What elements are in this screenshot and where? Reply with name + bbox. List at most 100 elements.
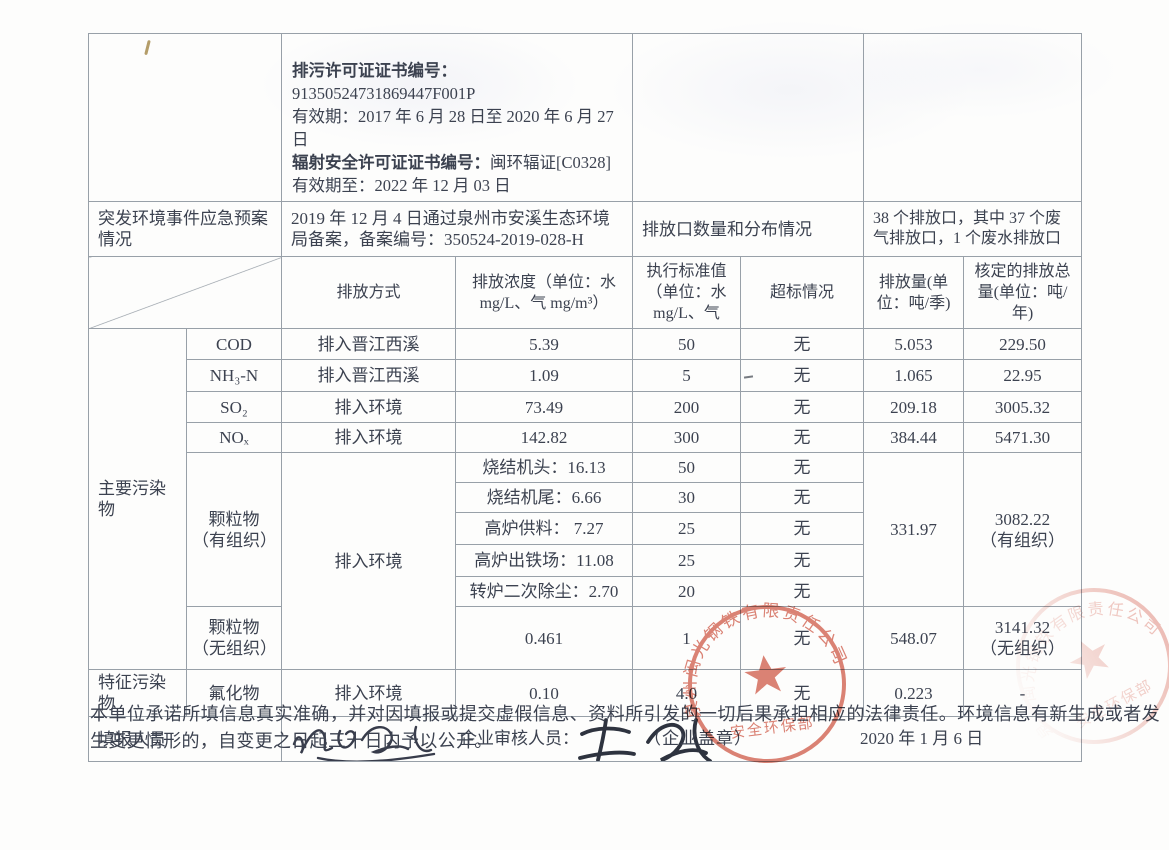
amount-value: 5.053	[863, 328, 965, 360]
emergency-plan-value: 2019 年 12 月 4 日通过泉州市安溪生态环境局备案，备案编号：35052…	[280, 201, 634, 257]
permit-row-empty-cell-2	[632, 33, 865, 202]
amount-value: 209.18	[863, 391, 965, 423]
exceedance-value: 无	[740, 512, 865, 545]
pm-unorganized-row: 颗粒物 （无组织） 0.461 1 无 548.07 3141.32 （无组织）	[89, 606, 1083, 670]
standard-value: 25	[632, 512, 742, 545]
outlets-label: 排放口数量和分布情况	[632, 201, 865, 257]
permit-number-line: 排污许可证证书编号： 91350524731869447F001P	[292, 59, 622, 105]
header-discharge-method: 排放方式	[281, 256, 456, 329]
header-concentration: 排放浓度（单位：水 mg/L、气 mg/m³）	[454, 256, 634, 329]
concentration-value: 烧结机尾：6.66	[454, 482, 634, 513]
exceedance-value: 无	[740, 482, 865, 513]
pm-organized-name: 颗粒物 （有组织）	[186, 452, 282, 607]
header-discharge-amount: 排放量(单位：吨/季)	[863, 256, 965, 329]
standard-value: 50	[632, 452, 742, 483]
pen-dash-mark	[743, 374, 754, 379]
approved-total-value: 3141.32 （无组织）	[963, 606, 1083, 670]
pm-organized-amount: 331.97	[863, 452, 965, 607]
standard-value: 1	[632, 606, 742, 670]
approved-total-value: 22.95	[963, 359, 1083, 392]
discharge-method: 排入晋江西溪	[281, 359, 456, 392]
emergency-plan-label: 突发环境事件应急预案情况	[88, 201, 282, 257]
pm-organized-row-3: 高炉供料： 7.27 25 无	[89, 512, 1082, 545]
nox-row: NOₓ 排入环境 142.82 300 无 384.44 5471.30	[89, 422, 1083, 453]
amount-value: 0.223	[863, 669, 965, 717]
characteristic-section-label: 特征污染物	[88, 669, 187, 717]
declaration-text: 本单位承诺所填信息真实准确，并对因填报或提交虚假信息、资料所引发的一切后果承担相…	[90, 704, 1160, 751]
pm-unorganized-name: 颗粒物 （无组织）	[186, 606, 282, 670]
standard-value: 20	[632, 576, 742, 607]
exceedance-value: 无	[740, 391, 865, 423]
concentration-value: 0.461	[454, 606, 634, 670]
standard-value: 200	[632, 391, 742, 423]
pm-organized-row-5: 转炉二次除尘：2.70 20 无	[89, 576, 1082, 607]
concentration-value: 0.10	[454, 669, 634, 717]
pollutant-name: COD	[186, 328, 282, 360]
main-pollutants-section-label: 主要污染物	[88, 328, 187, 670]
concentration-value: 142.82	[454, 422, 634, 453]
cod-row: 主要污染物 COD 排入晋江西溪 5.39 50 无 5.053 229.50	[88, 328, 1083, 670]
header-exceedance: 超标情况	[740, 256, 865, 329]
approved-total-value: 229.50	[963, 328, 1083, 360]
permit-row: 排污许可证证书编号： 91350524731869447F001P 有效期：201…	[88, 33, 1083, 202]
discharge-method: 排入环境	[281, 391, 456, 423]
pm-discharge-method: 排入环境	[281, 452, 456, 670]
permit-row-empty-cell	[88, 33, 282, 202]
amount-value: 384.44	[863, 422, 965, 453]
approved-total-value: 3005.32	[963, 391, 1083, 423]
exceedance-value: 无	[793, 366, 811, 385]
permit-row-empty-cell-3	[863, 33, 1083, 202]
discharge-method: 排入环境	[281, 669, 456, 717]
concentration-value: 转炉二次除尘：2.70	[454, 576, 634, 607]
filler-signature	[292, 725, 436, 761]
emergency-plan-row: 突发环境事件应急预案情况 2019 年 12 月 4 日通过泉州市安溪生态环境局…	[88, 201, 1083, 257]
exceedance-cell: 无	[740, 359, 865, 392]
exceedance-value: 无	[740, 452, 865, 483]
report-date: 2020 年 1 月 6 日	[860, 729, 984, 748]
pollutant-name: 氟化物	[186, 669, 282, 717]
radiation-permit-value: 闽环辐证[C0328]	[490, 153, 611, 172]
exceedance-value: 无	[740, 422, 865, 453]
permit-validity-line: 有效期：2017 年 6 月 28 日至 2020 年 6 月 27 日	[292, 107, 614, 149]
pen-tick-mark	[144, 39, 151, 56]
header-standard-value: 执行标准值（单位：水 mg/L、气	[632, 256, 742, 329]
standard-value: 50	[632, 328, 742, 360]
outlets-value: 38 个排放口，其中 37 个废气排放口，1 个废水排放口	[863, 201, 1083, 257]
permit-number-label: 排污许可证证书编号：	[292, 61, 457, 80]
pm-organized-total: 3082.22 （有组织）	[963, 452, 1083, 607]
concentration-value: 烧结机头：16.13	[454, 452, 634, 483]
nh3n-row: NH₃-N 排入晋江西溪 1.09 5 无 1.065 22.95	[89, 359, 1083, 392]
discharge-method: 排入环境	[281, 422, 456, 453]
exceedance-value: 无	[740, 328, 865, 360]
permit-number-value: 91350524731869447F001P	[292, 84, 476, 103]
pollutant-name: SO₂	[186, 391, 282, 423]
standard-value: 300	[632, 422, 742, 453]
approved-total-value: 5471.30	[963, 422, 1083, 453]
exceedance-value: 无	[740, 544, 865, 577]
pollutant-name: NOₓ	[186, 422, 282, 453]
amount-value: 548.07	[863, 606, 965, 670]
reviewer-label: 企业审核人员：	[460, 729, 579, 748]
radiation-validity-line: 有效期至：2022 年 12 月 03 日	[292, 176, 511, 195]
exceedance-value: 无	[740, 606, 865, 670]
header-approved-total: 核定的排放总量(单位：吨/年)	[963, 256, 1083, 329]
permit-info-cell: 排污许可证证书编号： 91350524731869447F001P 有效期：201…	[280, 33, 634, 202]
concentration-value: 73.49	[454, 391, 634, 423]
concentration-value: 高炉供料： 7.27	[454, 512, 634, 545]
pm-organized-row-1: 颗粒物 （有组织） 排入环境 烧结机头：16.13 50 无 331.97 30…	[89, 452, 1083, 670]
concentration-value: 5.39	[454, 328, 634, 360]
standard-value: 25	[632, 544, 742, 577]
amount-value: 1.065	[863, 359, 965, 392]
filler-label: 填报人员	[88, 716, 282, 762]
standard-value: 30	[632, 482, 742, 513]
pm-organized-row-4: 高炉出铁场：11.08 25 无	[89, 544, 1082, 577]
pm-organized-row-2: 烧结机尾：6.66 30 无	[89, 482, 1082, 513]
pollutant-name: NH₃-N	[186, 359, 282, 392]
concentration-value: 1.09	[454, 359, 634, 392]
so2-row: SO₂ 排入环境 73.49 200 无 209.18 3005.32	[89, 391, 1083, 423]
radiation-permit-line: 辐射安全许可证证书编号：闽环辐证[C0328]	[292, 151, 622, 174]
exceedance-value: 无	[740, 576, 865, 607]
discharge-method: 排入晋江西溪	[281, 328, 456, 360]
emission-disclosure-table: 排污许可证证书编号： 91350524731869447F001P 有效期：201…	[88, 33, 1083, 762]
